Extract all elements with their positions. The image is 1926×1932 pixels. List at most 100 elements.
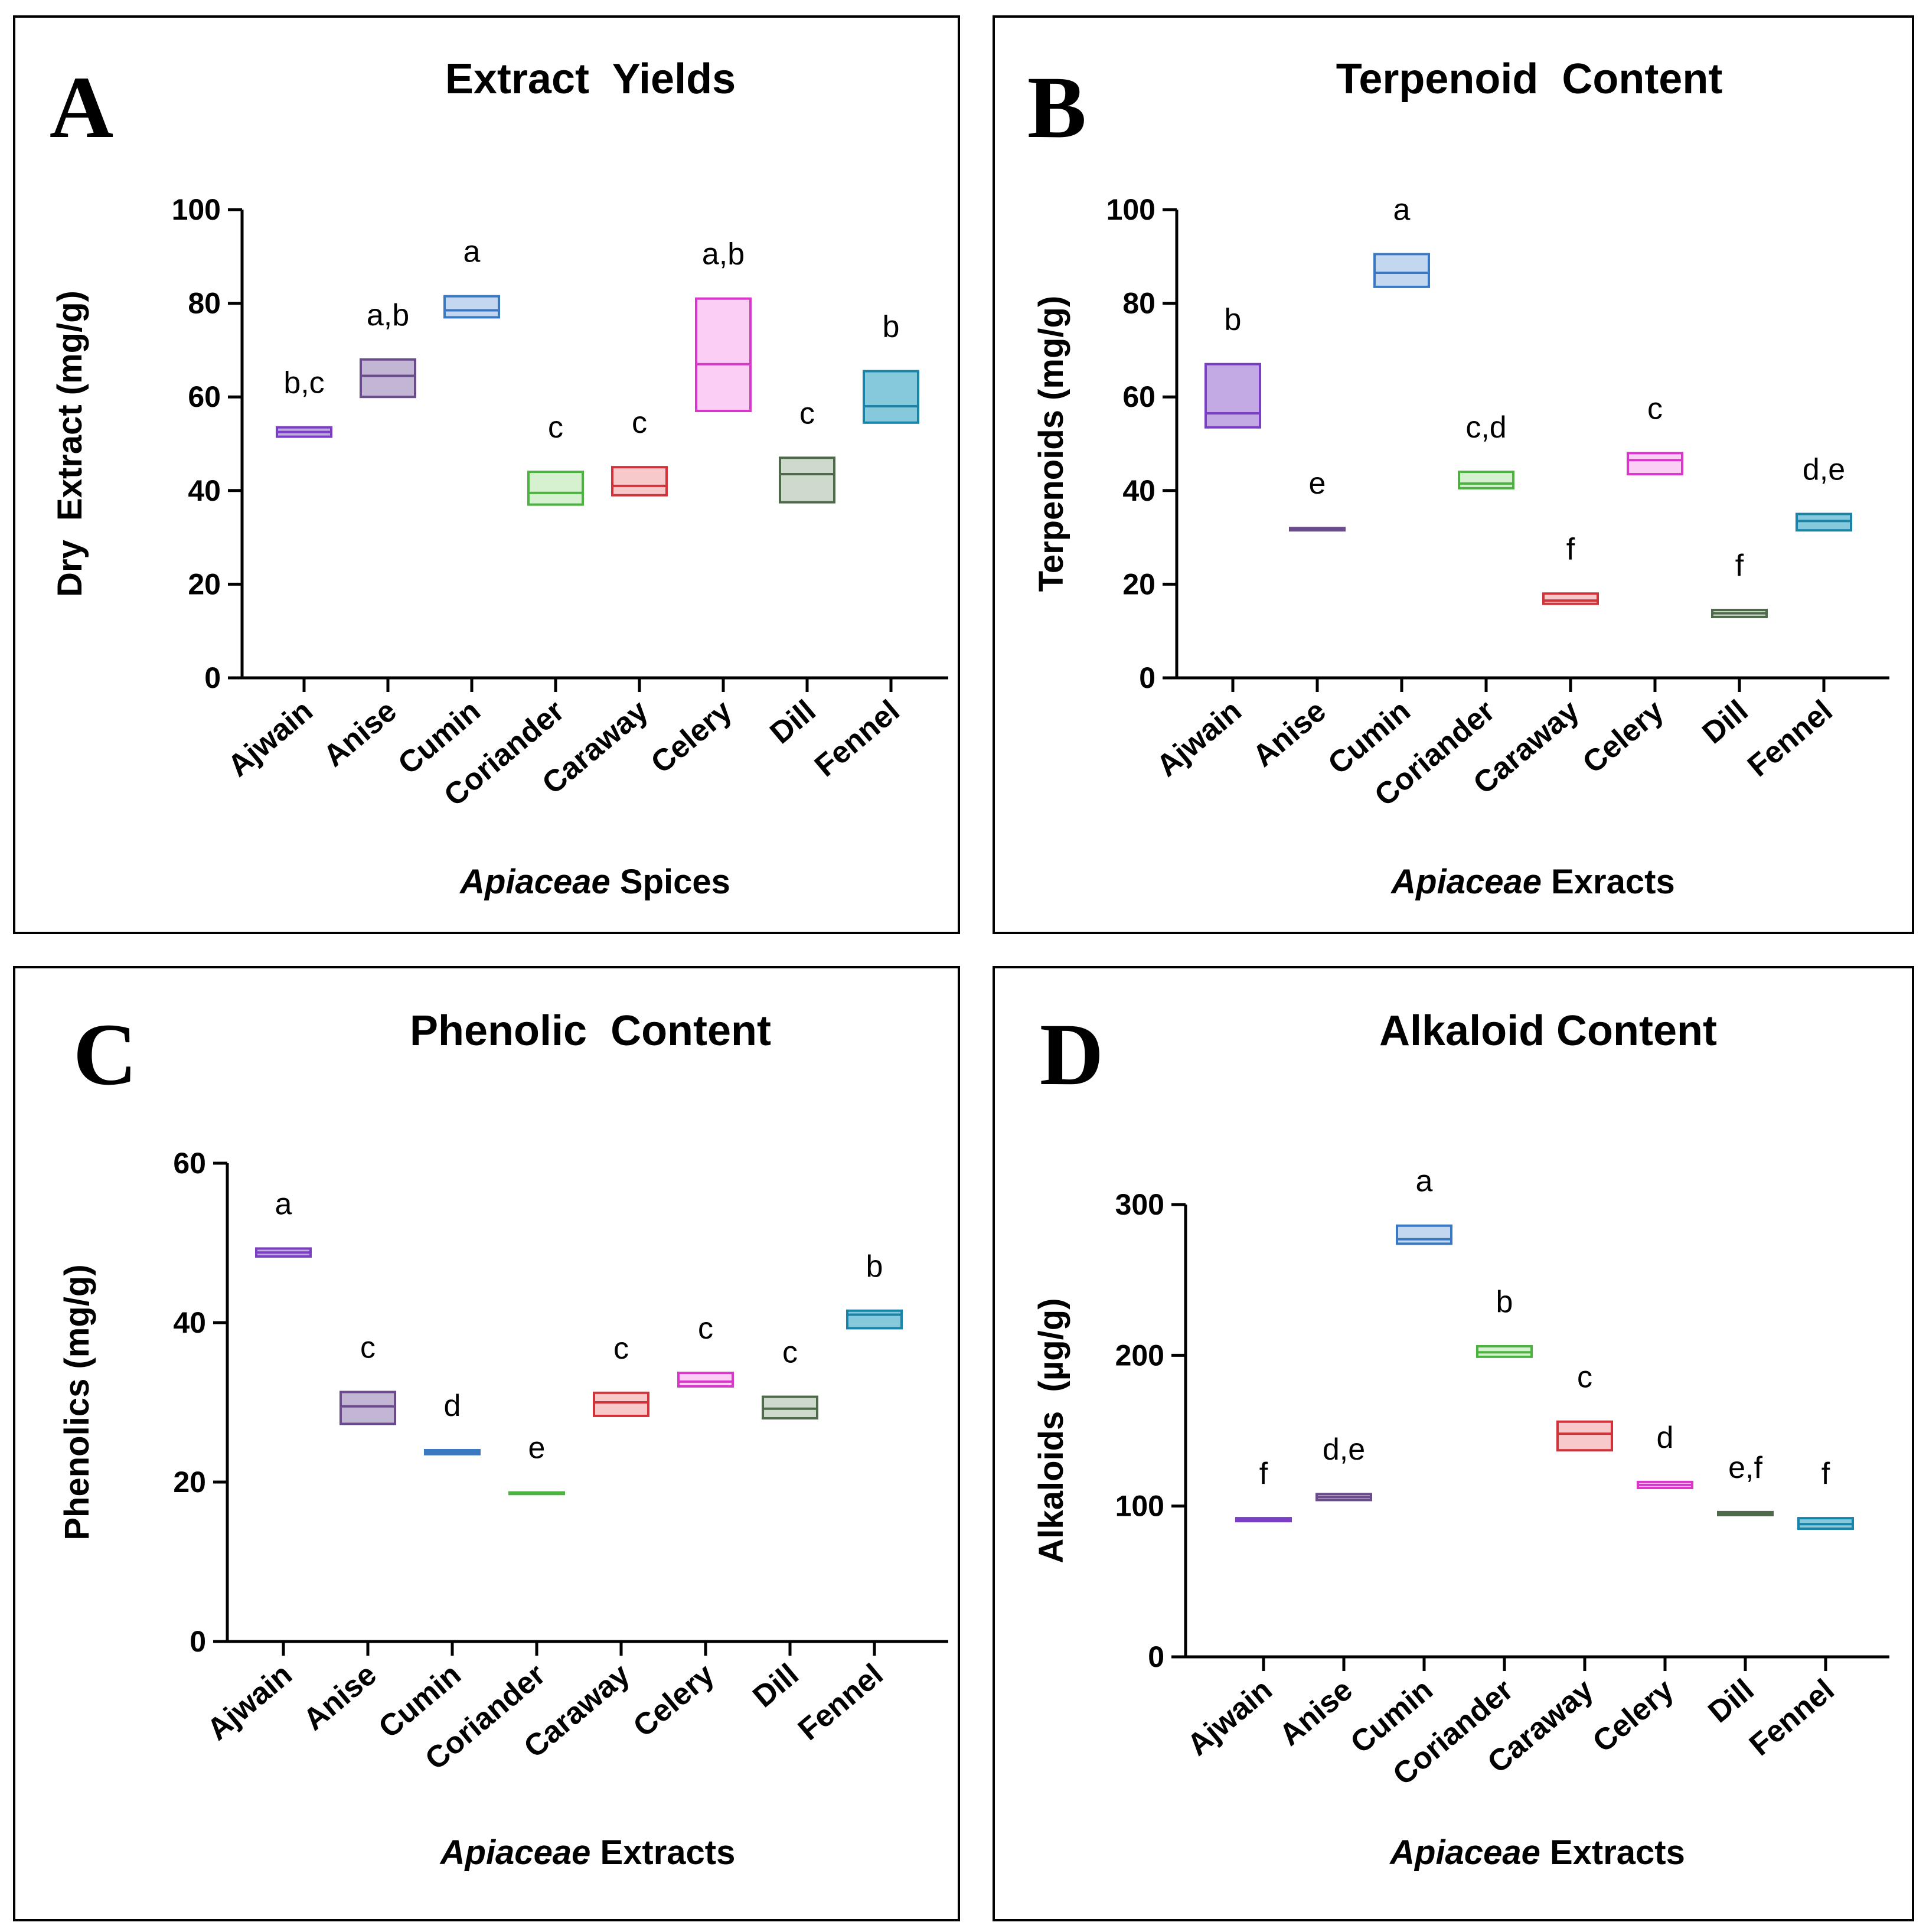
bar-celery: [677, 1372, 734, 1388]
x-tick-label: Ajwain: [221, 694, 319, 784]
panel-letter: A: [50, 58, 113, 156]
panel-c: C Phenolic Content 0 20 40 60 Phenolics (mg/g)…: [13, 966, 960, 1921]
bar-caraway: [611, 466, 668, 497]
bar-caraway: [1556, 1420, 1613, 1452]
chart-title: Terpenoid Content: [1336, 56, 1723, 103]
y-tick-label: 100: [1115, 1490, 1164, 1523]
x-axis-label-italic: Apiaceae: [1390, 863, 1542, 901]
y-tick-label: 20: [1122, 567, 1155, 601]
x-tick-label: Anise: [1246, 694, 1333, 774]
y-tick-label: 40: [1122, 474, 1155, 507]
bar-cumin: [1373, 253, 1430, 288]
x-tick-label: Anise: [317, 694, 403, 774]
panel-b: B Terpenoid Content 0 20 40 60 80 100 Terpenoids…: [993, 15, 1914, 934]
sig-label-dill: c: [799, 396, 815, 430]
bar-dill: [779, 456, 835, 504]
sig-label-fennel: f: [1821, 1457, 1830, 1491]
sig-label-anise: a,b: [367, 298, 409, 332]
sig-label-anise: c: [360, 1330, 376, 1365]
sig-label-coriander: b: [1496, 1285, 1513, 1319]
sig-label-caraway: f: [1566, 532, 1575, 566]
y-tick-label: 80: [1122, 287, 1155, 320]
sig-label-dill: c: [782, 1336, 798, 1370]
sig-label-ajwain: b: [1225, 303, 1242, 337]
x-tick-label: Dill: [1702, 1673, 1760, 1729]
sig-label-anise: e: [1309, 466, 1326, 501]
sig-label-anise: d,e: [1323, 1432, 1365, 1467]
x-axis-label: Apiaceae Spices: [459, 863, 730, 901]
sig-label-fennel: b: [866, 1249, 883, 1284]
bar-celery: [695, 297, 752, 412]
y-tick-label: 100: [1106, 193, 1155, 226]
sig-label-cumin: a: [1416, 1164, 1433, 1199]
y-tick-label: 60: [188, 380, 221, 413]
x-tick-label: Fennel: [1743, 1673, 1841, 1763]
bar-ajwain: [1204, 363, 1261, 429]
bar-caraway: [1542, 592, 1599, 605]
x-axis-label: Apiaceae Extracts: [439, 1833, 736, 1872]
sig-label-cumin: a: [1393, 192, 1411, 227]
bar-caraway: [593, 1391, 649, 1417]
sig-label-ajwain: f: [1259, 1457, 1268, 1491]
panel-frame: [13, 966, 960, 1921]
x-tick-label: Dill: [746, 1657, 805, 1714]
x-axis-label: Apiaceae Extracts: [1389, 1833, 1685, 1872]
x-tick-label: Celery: [1586, 1673, 1680, 1760]
sig-label-coriander: e: [528, 1431, 546, 1466]
panel-frame: [993, 966, 1914, 1921]
sig-label-cumin: d: [444, 1389, 461, 1423]
bar-anise: [340, 1391, 396, 1425]
x-axis-label-rest: Exracts: [1542, 863, 1675, 901]
y-tick-label: 0: [1139, 661, 1155, 694]
y-axis-label: Alkaloids (µg/g): [1032, 1298, 1070, 1563]
y-tick-label: 60: [173, 1147, 206, 1180]
bar-cumin: [443, 295, 500, 319]
chart-title: Extract Yields: [445, 56, 736, 103]
bar-fennel: [863, 370, 919, 424]
y-tick-label: 40: [173, 1306, 206, 1339]
x-tick-label: Dill: [763, 694, 822, 750]
x-tick-label: Celery: [645, 694, 739, 781]
y-axis-label: Terpenoids (mg/g): [1032, 296, 1070, 592]
x-axis-label: Apiaceae Exracts: [1390, 863, 1674, 901]
y-tick-label: 0: [1148, 1640, 1164, 1673]
sig-label-coriander: c: [548, 410, 563, 445]
sig-label-ajwain: a: [275, 1187, 292, 1221]
sig-label-celery: c: [698, 1311, 713, 1346]
y-tick-label: 200: [1115, 1339, 1164, 1372]
sig-label-dill: e,f: [1728, 1451, 1762, 1485]
x-tick-label: Celery: [627, 1657, 721, 1744]
y-tick-label: 60: [1122, 380, 1155, 413]
panel-a: A Extract Yields 0 20 40 60 80 100 Dry Extract (…: [13, 15, 960, 934]
x-tick-label: Ajwain: [201, 1657, 299, 1747]
panel-d: D Alkaloid Content 0 100 200 300 Alkaloids (µg…: [993, 966, 1914, 1921]
sig-label-ajwain: b,c: [283, 366, 324, 400]
panel-frame: [13, 15, 960, 934]
sig-label-caraway: c: [632, 406, 647, 440]
y-tick-label: 100: [172, 193, 221, 226]
sig-label-celery: c: [1647, 391, 1663, 426]
x-tick-label: Fennel: [792, 1657, 890, 1747]
sig-label-fennel: d,e: [1803, 452, 1845, 487]
y-axis-label: Phenolics (mg/g): [58, 1264, 96, 1540]
bar-coriander: [1458, 471, 1514, 489]
bar-dill: [762, 1395, 818, 1420]
chart-title: Phenolic Content: [410, 1007, 771, 1055]
y-tick-label: 300: [1115, 1188, 1164, 1221]
x-tick-label: Dill: [1696, 694, 1754, 750]
sig-label-celery: d: [1657, 1421, 1674, 1455]
y-tick-label: 0: [190, 1625, 206, 1658]
sig-label-caraway: c: [1577, 1360, 1592, 1395]
y-tick-label: 20: [173, 1466, 206, 1499]
x-tick-label: Ajwain: [1150, 694, 1248, 784]
sig-label-coriander: c,d: [1465, 410, 1506, 445]
x-axis-label-rest: Extracts: [590, 1833, 735, 1872]
y-tick-label: 20: [188, 567, 221, 601]
sig-label-celery: a,b: [702, 237, 745, 272]
chart-title: Alkaloid Content: [1379, 1007, 1717, 1055]
bar-cumin: [1396, 1224, 1452, 1245]
sig-label-cumin: a: [463, 235, 481, 269]
x-tick-label: Fennel: [1741, 694, 1839, 784]
bar-anise: [360, 358, 416, 399]
y-tick-label: 0: [204, 661, 221, 694]
